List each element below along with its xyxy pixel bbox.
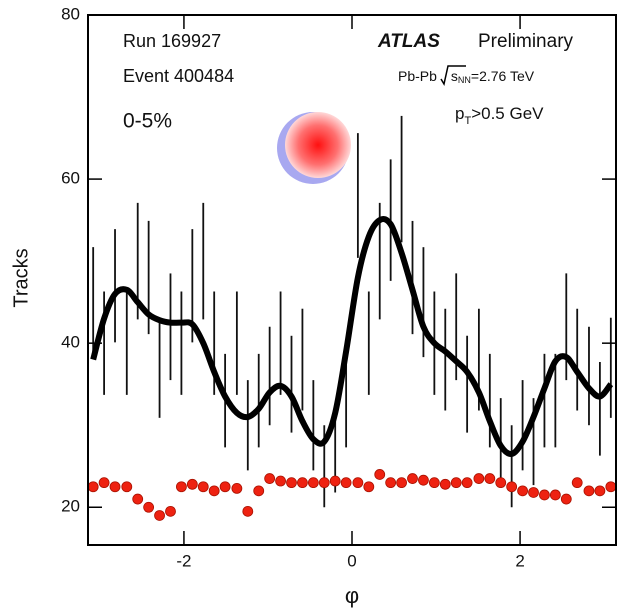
dot — [450, 477, 462, 489]
dot — [594, 485, 606, 497]
dot — [461, 477, 473, 489]
dot — [484, 473, 496, 484]
system-text: Pb-Pb — [398, 68, 437, 84]
dot — [329, 475, 341, 487]
system-label: Pb-Pb sNN=2.76 TeV — [398, 68, 535, 86]
cut-text: >0.5 GeV — [471, 104, 544, 123]
dot — [286, 477, 297, 489]
dot — [208, 485, 220, 497]
x-tick-label: 0 — [347, 551, 356, 570]
dot — [560, 493, 572, 505]
centrality-label: 0-5% — [123, 110, 172, 133]
dot — [121, 481, 133, 493]
cut-sub: T — [464, 115, 471, 127]
dot — [318, 477, 330, 489]
dot — [165, 505, 176, 517]
dot — [98, 477, 110, 489]
y-axis-label: Tracks — [10, 248, 32, 307]
y-tick-label: 60 — [61, 169, 80, 188]
system-text: =2.76 TeV — [471, 68, 535, 84]
status-label: Preliminary — [478, 31, 574, 52]
dot — [418, 474, 429, 486]
dot — [605, 481, 617, 493]
dot — [528, 487, 539, 498]
experiment-label: ATLAS — [377, 31, 440, 52]
dot — [549, 489, 561, 501]
dot — [439, 478, 451, 490]
dot — [583, 485, 595, 497]
dot — [154, 510, 165, 521]
dot — [264, 473, 276, 484]
event-label: Event 400484 — [123, 66, 234, 86]
x-tick-label: -2 — [176, 551, 191, 570]
dot — [340, 477, 352, 489]
dot — [428, 477, 440, 489]
cut-text: p — [455, 104, 464, 123]
dot — [242, 505, 254, 517]
cut-label: pT>0.5 GeV — [455, 104, 544, 126]
dot — [176, 481, 187, 493]
dot — [374, 469, 386, 480]
logo-ball — [285, 112, 351, 178]
dot — [407, 473, 418, 484]
dot — [297, 477, 308, 489]
dot — [219, 481, 231, 493]
dot — [473, 473, 485, 484]
dot — [109, 481, 121, 493]
y-tick-label: 80 — [61, 4, 80, 23]
dot — [352, 477, 364, 489]
dot — [539, 489, 550, 501]
system-sub: NN — [458, 75, 471, 85]
x-axis-label: φ — [345, 583, 359, 608]
frame — [87, 14, 617, 546]
dot — [307, 477, 319, 489]
dot — [143, 501, 155, 513]
dot — [132, 493, 144, 505]
dot — [87, 481, 99, 493]
run-label: Run 169927 — [123, 31, 221, 51]
dot — [363, 481, 375, 493]
sqrt-sign — [440, 65, 466, 86]
dot — [231, 482, 243, 494]
dot — [253, 485, 265, 497]
dot — [506, 481, 518, 493]
dot — [396, 477, 407, 489]
dot — [385, 477, 397, 489]
plot-area — [87, 115, 617, 521]
system-text: s — [451, 68, 458, 84]
dot — [186, 478, 198, 490]
fit-curve — [90, 216, 614, 457]
dot — [517, 485, 528, 497]
dot — [571, 477, 583, 489]
dot — [275, 475, 286, 487]
x-tick-label: 2 — [515, 551, 524, 570]
dot — [197, 481, 209, 493]
y-tick-label: 20 — [61, 497, 80, 516]
dot — [495, 477, 507, 489]
y-tick-label: 40 — [61, 333, 80, 352]
